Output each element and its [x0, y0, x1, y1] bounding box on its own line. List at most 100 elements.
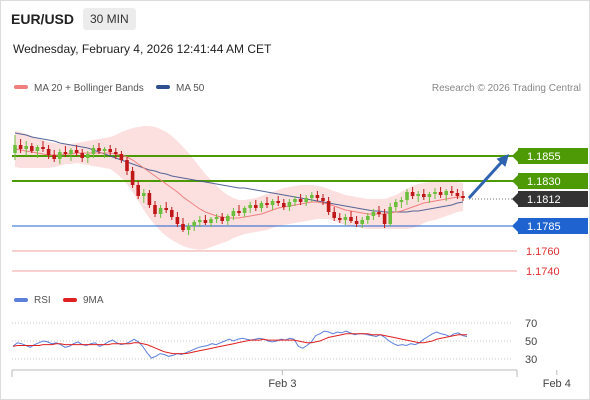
candle-body — [326, 201, 331, 212]
candle-body — [147, 193, 152, 205]
candle — [231, 208, 236, 220]
candle — [214, 214, 219, 223]
rsi-ma-legend-label: 9MA — [83, 295, 104, 306]
candle — [203, 215, 208, 225]
candle-body — [18, 145, 23, 149]
candle — [108, 145, 112, 155]
candle — [293, 196, 297, 206]
candle — [102, 147, 107, 158]
timestamp: Wednesday, February 4, 2026 12:41:44 AM … — [13, 42, 272, 56]
candle-body — [125, 160, 129, 171]
candle — [52, 150, 56, 162]
resistance-label-pointer-1-1855 — [512, 150, 518, 162]
timeframe-badge[interactable]: 30 MIN — [83, 8, 136, 30]
candles-layer — [13, 135, 465, 235]
candle-body — [388, 207, 392, 224]
candle — [158, 205, 163, 218]
candle-body — [231, 211, 236, 216]
candle-body — [214, 217, 219, 219]
candle-body — [175, 217, 180, 224]
forecast-arrow-head — [496, 154, 509, 167]
candle-body — [461, 196, 465, 198]
candle — [338, 213, 342, 223]
support-label-1-1740: 1.1740 — [526, 266, 560, 278]
candle-body — [63, 152, 68, 154]
rsi-ma-line — [12, 333, 467, 355]
candle — [399, 197, 404, 208]
candle — [410, 187, 415, 199]
rsi-panel: 70 50 30 — [12, 318, 537, 366]
candle — [175, 212, 180, 227]
candle — [164, 202, 168, 213]
x-tick-label-Feb-4: Feb 4 — [543, 378, 571, 390]
candle-body — [203, 220, 208, 223]
candle-body — [181, 224, 185, 230]
candle-body — [438, 192, 443, 195]
candle-body — [130, 171, 135, 185]
candle — [13, 135, 17, 160]
candle — [41, 141, 45, 152]
candle-body — [35, 147, 40, 151]
candle-body — [58, 152, 62, 159]
candle-body — [270, 201, 275, 205]
candle — [388, 203, 392, 226]
candle — [371, 209, 376, 220]
candle — [220, 213, 224, 224]
candle-body — [265, 203, 269, 205]
candle-body — [338, 218, 342, 220]
candle-body — [153, 205, 157, 214]
candle — [265, 197, 269, 208]
candle-body — [394, 202, 398, 207]
candle — [58, 149, 62, 164]
candle — [46, 145, 51, 159]
resistance-label-box-1-1830 — [518, 173, 588, 189]
candle — [63, 146, 68, 157]
candle — [354, 216, 359, 227]
candle — [192, 220, 196, 231]
candle-body — [321, 198, 325, 201]
candle-body — [276, 201, 280, 203]
levels-layer — [12, 155, 517, 272]
candle-body — [427, 194, 432, 197]
candle-body — [399, 200, 404, 202]
candle — [142, 189, 146, 203]
candle-body — [237, 211, 241, 213]
candle-body — [86, 154, 90, 158]
candle — [130, 167, 135, 188]
candle-body — [366, 216, 370, 220]
candle — [438, 187, 443, 198]
candle — [74, 145, 79, 156]
resistance-label-1-1855: 1.1855 — [527, 151, 561, 163]
pivot-label-pointer — [512, 220, 518, 232]
candle — [276, 196, 280, 206]
resistance-label-box-1-1855 — [518, 148, 588, 164]
candle-body — [293, 199, 297, 202]
candle — [360, 217, 364, 228]
candle — [209, 217, 213, 227]
resistance-label-pointer-1-1830 — [512, 175, 518, 187]
candle — [270, 199, 275, 210]
candle — [422, 189, 426, 200]
candle — [405, 189, 409, 205]
candle — [86, 151, 90, 163]
support-label-1-1760: 1.1760 — [526, 246, 560, 258]
candle — [382, 209, 387, 228]
current-price-label: 1.1812 — [527, 194, 561, 206]
candle-body — [13, 145, 17, 153]
candle-body — [142, 193, 146, 196]
candle — [114, 148, 118, 159]
ma20-legend-swatch — [14, 85, 28, 89]
candle-body — [298, 199, 303, 202]
candle — [332, 207, 336, 221]
candle-body — [46, 149, 51, 155]
moving-averages-layer — [14, 132, 464, 219]
candle-body — [410, 192, 415, 196]
candle — [343, 214, 348, 225]
rsi-legend-swatch — [14, 298, 28, 302]
candle-body — [248, 205, 252, 208]
candle-body — [74, 150, 79, 153]
candle-body — [343, 217, 348, 220]
candle — [433, 188, 437, 199]
candle — [136, 181, 140, 199]
candle — [80, 149, 84, 162]
